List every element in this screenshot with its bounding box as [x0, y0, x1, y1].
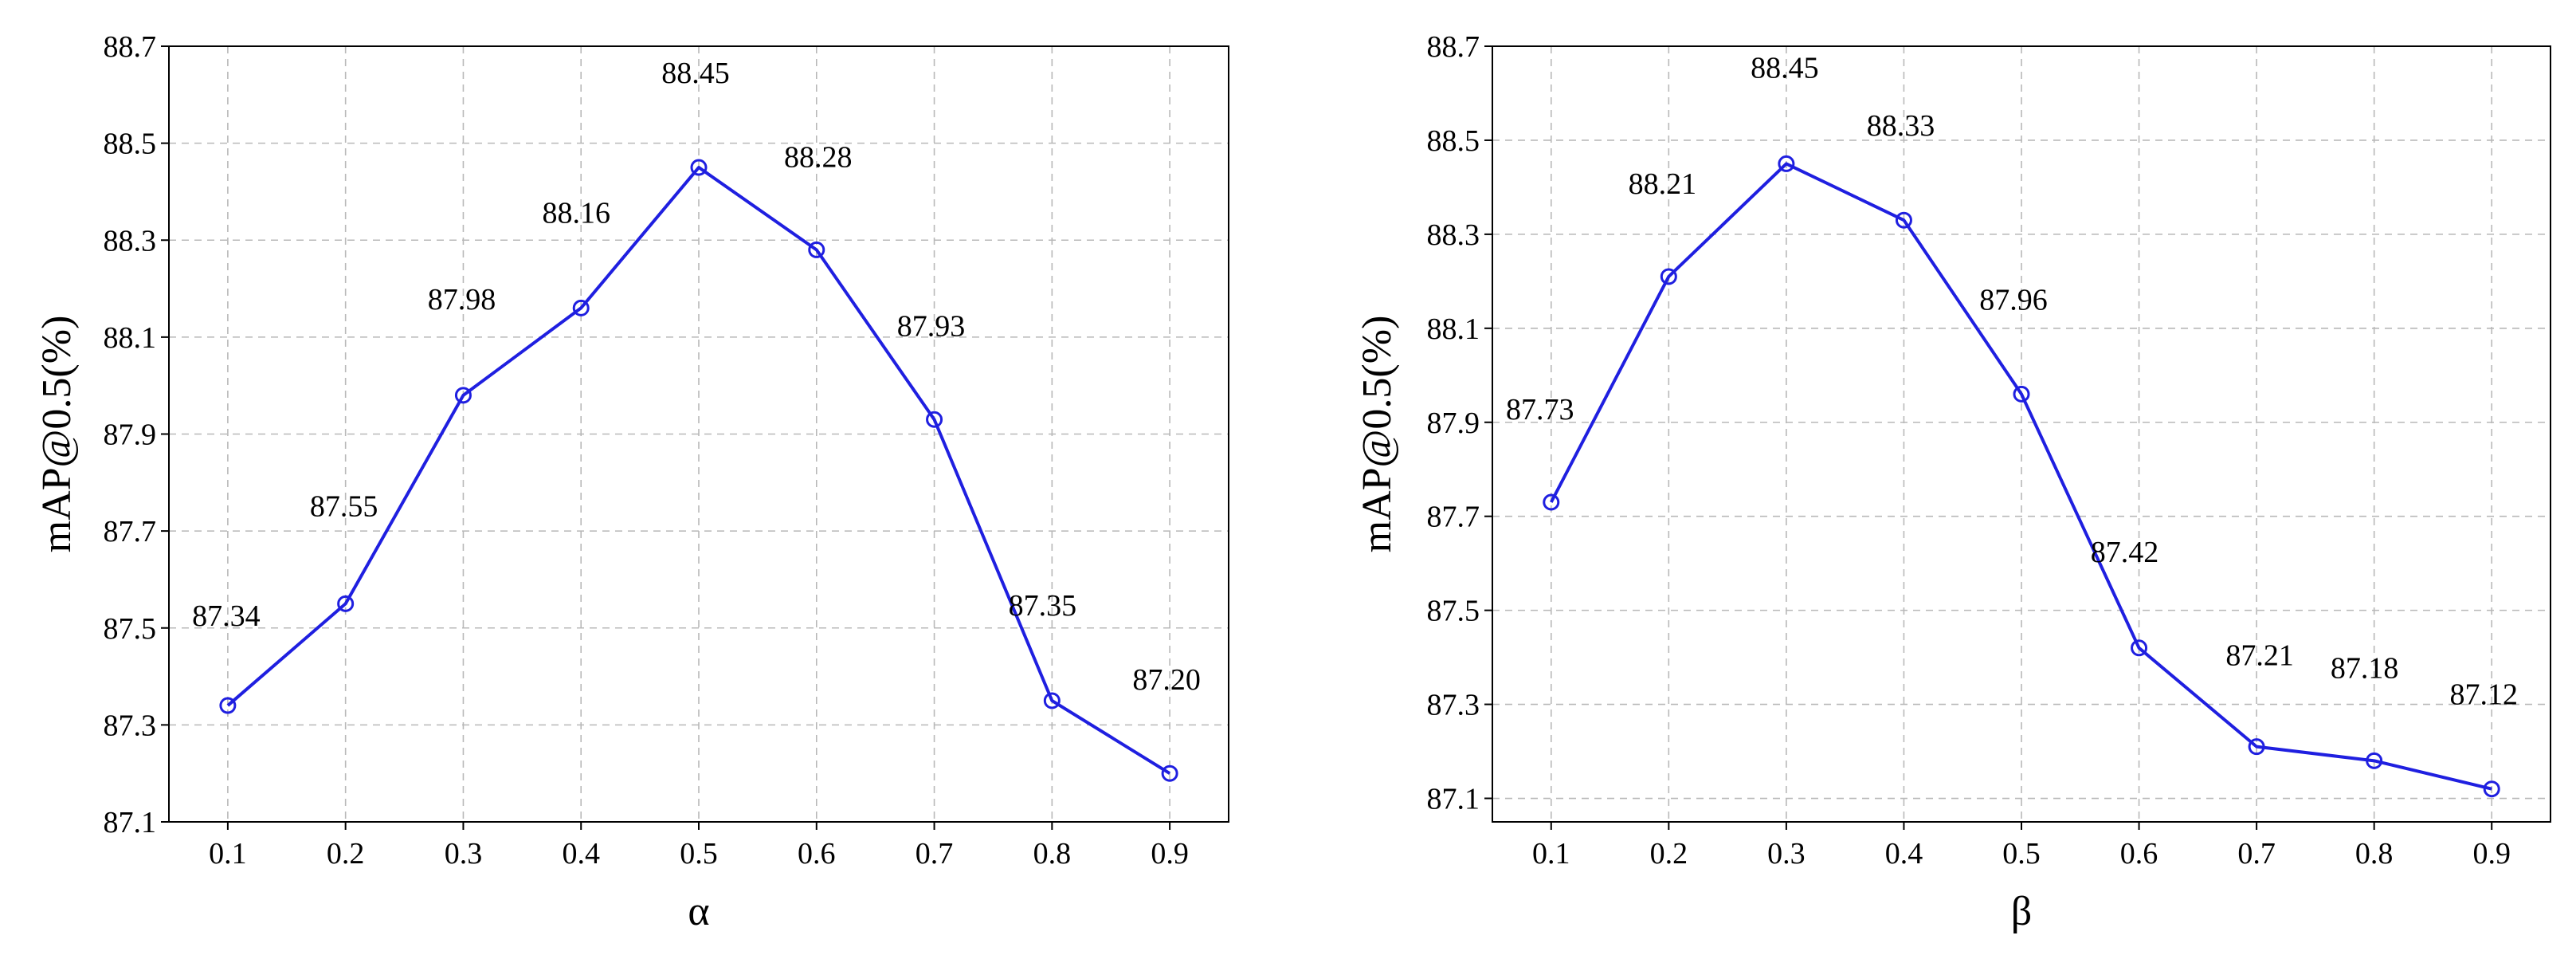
alpha-line-chart: 0.1 0.2 0.3 0.4 0.5 0.6 0.7 0.8 0.9 87.1 87.3 87.5 8…: [34, 30, 1229, 934]
alpha-y-tick-label: 88.3: [104, 224, 157, 257]
beta-line-chart: 0.1 0.2 0.3 0.4 0.5 0.6 0.7 0.8 0.9 87.1 87.3 87.5 8…: [1355, 30, 2551, 934]
alpha-data-label: 87.98: [428, 283, 496, 316]
alpha-data-point: [572, 299, 590, 316]
alpha-series-line: [226, 166, 1171, 775]
alpha-data-point: [454, 387, 472, 404]
beta-x-tick-label: 0.1: [1532, 837, 1570, 871]
alpha-data-point: [219, 697, 237, 714]
alpha-data-label: 88.45: [661, 57, 730, 90]
alpha-x-tick-label: 0.5: [680, 837, 718, 871]
alpha-data-point: [926, 411, 943, 428]
beta-x-tick-label: 0.3: [1767, 837, 1806, 871]
beta-series-line: [1550, 162, 2492, 791]
alpha-y-tick-label: 87.1: [104, 806, 157, 839]
alpha-data-label: 88.16: [542, 196, 610, 230]
alpha-x-tick-label: 0.7: [916, 837, 954, 871]
beta-data-label: 88.33: [1867, 109, 1935, 143]
beta-y-tick-label: 87.1: [1427, 783, 1480, 816]
beta-data-label: 87.73: [1506, 393, 1574, 426]
beta-grid: [1492, 45, 2551, 822]
beta-data-label: 87.96: [1979, 283, 2048, 316]
alpha-data-label: 87.93: [897, 309, 966, 343]
beta-data-label: 87.21: [2225, 639, 2294, 673]
alpha-y-tick-label: 88.5: [104, 128, 157, 161]
beta-data-label: 87.42: [2091, 536, 2159, 569]
alpha-y-tick-label: 87.5: [104, 612, 157, 646]
alpha-y-tick-label: 87.3: [104, 709, 157, 742]
beta-data-point: [2366, 752, 2383, 769]
alpha-data-label: 88.28: [784, 140, 853, 174]
beta-y-axis-label: mAP@0.5(%): [1355, 316, 1400, 553]
alpha-y-tick-label: 87.7: [104, 515, 157, 548]
beta-y-tick-label: 88.1: [1427, 312, 1480, 346]
beta-x-tick-label: 0.7: [2237, 837, 2276, 871]
beta-y-tick-label: 87.9: [1427, 407, 1480, 440]
beta-data-point: [1778, 155, 1795, 172]
beta-y-tick-label: 87.5: [1427, 595, 1480, 628]
beta-x-tick-label: 0.6: [2120, 837, 2158, 871]
beta-y-tick-label: 87.7: [1427, 501, 1480, 534]
alpha-x-tick-label: 0.3: [445, 837, 483, 871]
alpha-y-tick-label: 88.1: [104, 321, 157, 355]
beta-x-axis-label: β: [2011, 889, 2032, 934]
beta-x-tick-label: 0.5: [2002, 837, 2041, 871]
alpha-x-tick-label: 0.4: [562, 837, 600, 871]
beta-data-point: [2131, 639, 2148, 657]
beta-data-label: 88.45: [1751, 51, 1819, 84]
beta-x-tick-label: 0.4: [1885, 837, 1923, 871]
alpha-data-point: [690, 159, 708, 176]
alpha-data-point: [337, 595, 355, 612]
beta-data-point: [2248, 738, 2265, 756]
alpha-data-point: [1161, 764, 1178, 782]
alpha-data-label: 87.55: [310, 489, 378, 523]
beta-data-label: 88.21: [1629, 167, 1697, 201]
alpha-data-point: [1043, 692, 1061, 709]
alpha-grid: [169, 45, 1229, 823]
beta-data-point: [2013, 385, 2030, 403]
beta-data-label: 87.18: [2331, 651, 2399, 685]
beta-y-tick-label: 88.5: [1427, 124, 1480, 158]
alpha-data-label: 87.34: [192, 599, 261, 633]
beta-data-point: [1543, 493, 1560, 511]
beta-data-point: [2483, 780, 2500, 798]
alpha-x-tick-label: 0.2: [327, 837, 365, 871]
alpha-data-point: [808, 241, 825, 258]
beta-data-label: 87.12: [2449, 678, 2518, 712]
beta-x-tick-label: 0.8: [2355, 837, 2394, 871]
alpha-y-tick-label: 87.9: [104, 419, 157, 452]
beta-data-point: [1895, 211, 1912, 229]
alpha-x-tick-label: 0.8: [1033, 837, 1072, 871]
alpha-y-axis-label: mAP@0.5(%): [34, 316, 80, 553]
beta-y-tick-label: 88.3: [1427, 218, 1480, 252]
beta-x-tick-label: 0.2: [1650, 837, 1688, 871]
alpha-x-tick-label: 0.9: [1151, 837, 1189, 871]
alpha-y-tick-label: 88.7: [104, 30, 157, 64]
alpha-data-label: 87.20: [1132, 663, 1201, 697]
alpha-x-axis-label: α: [688, 889, 709, 934]
alpha-data-label: 87.35: [1009, 589, 1077, 623]
beta-y-tick-label: 88.7: [1427, 30, 1480, 64]
beta-y-tick-label: 87.3: [1427, 689, 1480, 722]
beta-data-point: [1660, 268, 1677, 285]
alpha-x-tick-label: 0.1: [209, 837, 247, 871]
beta-x-tick-label: 0.9: [2472, 837, 2511, 871]
alpha-x-tick-label: 0.6: [798, 837, 836, 871]
